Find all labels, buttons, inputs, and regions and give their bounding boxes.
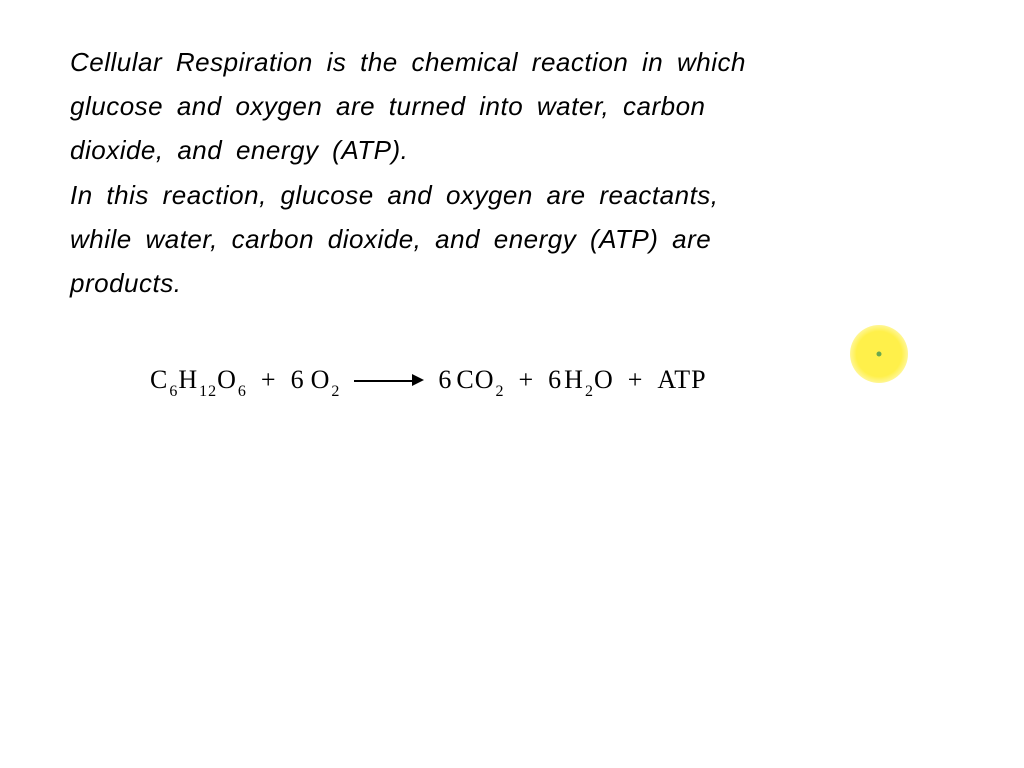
equation-region: C 6 H 12 O 6 + 6 O 2 6 C O 2 + (150, 365, 969, 445)
glucose-O: O (217, 365, 237, 395)
glucose-C: C (150, 365, 168, 395)
oxygen-coef: 6 (291, 365, 305, 395)
product-co2: 6 C O 2 (438, 365, 504, 395)
highlight-dot-icon (877, 352, 882, 357)
co2-coef: 6 (438, 365, 452, 395)
product-water: 6 H 2 O (548, 365, 614, 395)
text-line-6: products. (70, 261, 969, 305)
glucose-H: H (178, 365, 198, 395)
water-O: O (594, 365, 614, 395)
co2-O: O (475, 365, 495, 395)
oxygen-O: O (311, 365, 331, 395)
glucose-O-sub: 6 (238, 383, 247, 401)
water-H-sub: 2 (585, 383, 594, 401)
page: Cellular Respiration is the chemical rea… (0, 0, 1024, 768)
reactant-glucose: C 6 H 12 O 6 (150, 365, 247, 395)
plus-2: + (518, 365, 534, 395)
text-line-4: In this reaction, glucose and oxygen are… (70, 173, 969, 217)
text-line-3: dioxide, and energy (ATP). (70, 128, 969, 172)
product-atp: ATP (657, 365, 706, 395)
glucose-H-sub: 12 (199, 383, 217, 401)
reactant-oxygen: 6 O 2 (291, 365, 341, 395)
text-line-1: Cellular Respiration is the chemical rea… (70, 40, 969, 84)
text-line-5: while water, carbon dioxide, and energy … (70, 217, 969, 261)
reaction-arrow-icon (354, 373, 424, 387)
oxygen-O-sub: 2 (331, 383, 340, 401)
equation: C 6 H 12 O 6 + 6 O 2 6 C O 2 + (150, 365, 969, 395)
co2-O-sub: 2 (495, 383, 504, 401)
water-coef: 6 (548, 365, 562, 395)
co2-C: C (456, 365, 474, 395)
plus-3: + (628, 365, 644, 395)
water-H: H (564, 365, 584, 395)
glucose-C-sub: 6 (169, 383, 178, 401)
text-line-2: glucose and oxygen are turned into water… (70, 84, 969, 128)
paragraph: Cellular Respiration is the chemical rea… (70, 40, 969, 305)
plus-1: + (261, 365, 277, 395)
